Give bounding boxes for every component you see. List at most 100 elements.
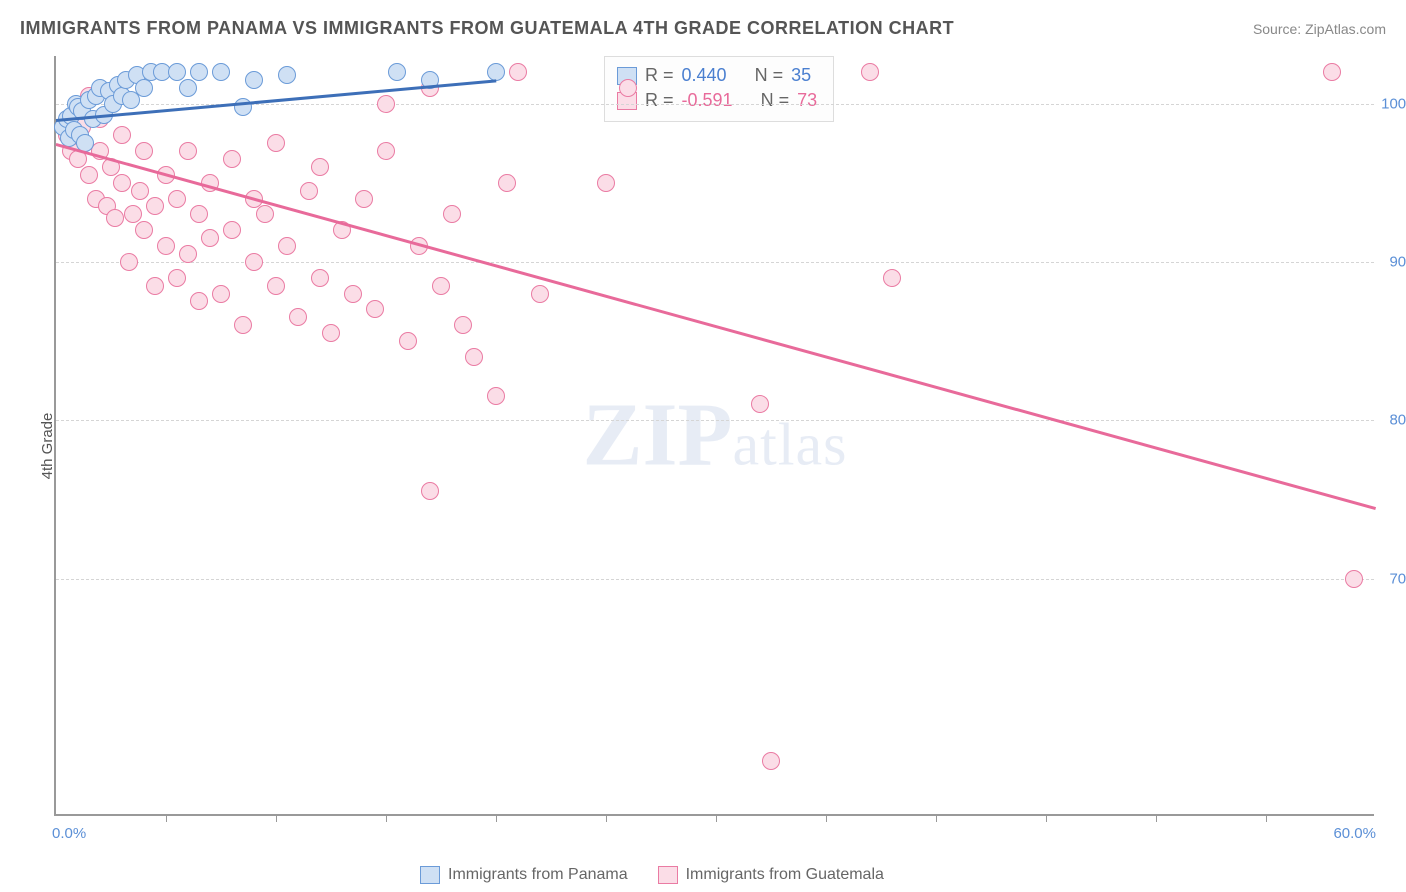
y-tick-label: 80.0% bbox=[1389, 412, 1406, 429]
chart-plot-area: ZIPatlas R = 0.440 N = 35 R = -0.591 N =… bbox=[54, 56, 1374, 816]
scatter-marker bbox=[212, 63, 230, 81]
scatter-marker bbox=[135, 142, 153, 160]
x-tick-right: 60.0% bbox=[1333, 825, 1376, 842]
x-tick bbox=[386, 814, 387, 822]
y-tick-label: 90.0% bbox=[1389, 253, 1406, 270]
x-tick bbox=[1266, 814, 1267, 822]
scatter-marker bbox=[267, 277, 285, 295]
scatter-marker bbox=[234, 98, 252, 116]
scatter-marker bbox=[120, 253, 138, 271]
scatter-marker bbox=[509, 63, 527, 81]
scatter-marker bbox=[399, 332, 417, 350]
chart-source: Source: ZipAtlas.com bbox=[1253, 21, 1386, 37]
scatter-marker bbox=[113, 126, 131, 144]
scatter-marker bbox=[443, 205, 461, 223]
scatter-marker bbox=[432, 277, 450, 295]
scatter-marker bbox=[124, 205, 142, 223]
panama-n-value: 35 bbox=[791, 65, 811, 86]
x-tick bbox=[606, 814, 607, 822]
scatter-marker bbox=[223, 221, 241, 239]
scatter-marker bbox=[278, 66, 296, 84]
scatter-marker bbox=[300, 182, 318, 200]
x-tick bbox=[1046, 814, 1047, 822]
scatter-marker bbox=[355, 190, 373, 208]
scatter-marker bbox=[168, 190, 186, 208]
correlation-legend-box: R = 0.440 N = 35 R = -0.591 N = 73 bbox=[604, 56, 834, 122]
swatch-panama-icon bbox=[420, 866, 440, 884]
scatter-marker bbox=[80, 166, 98, 184]
scatter-marker bbox=[388, 63, 406, 81]
scatter-marker bbox=[883, 269, 901, 287]
scatter-marker bbox=[278, 237, 296, 255]
trend-line bbox=[56, 143, 1377, 510]
scatter-marker bbox=[190, 205, 208, 223]
gridline-h bbox=[56, 579, 1374, 580]
scatter-marker bbox=[256, 205, 274, 223]
x-tick-left: 0.0% bbox=[52, 825, 86, 842]
scatter-marker bbox=[179, 79, 197, 97]
scatter-marker bbox=[168, 63, 186, 81]
x-tick bbox=[936, 814, 937, 822]
scatter-marker bbox=[106, 209, 124, 227]
bottom-legend: Immigrants from Panama Immigrants from G… bbox=[420, 866, 884, 884]
scatter-marker bbox=[322, 324, 340, 342]
scatter-marker bbox=[762, 752, 780, 770]
y-tick-label: 70.0% bbox=[1389, 570, 1406, 587]
scatter-marker bbox=[179, 245, 197, 263]
guatemala-n-value: 73 bbox=[797, 90, 817, 111]
scatter-marker bbox=[344, 285, 362, 303]
chart-title: IMMIGRANTS FROM PANAMA VS IMMIGRANTS FRO… bbox=[20, 18, 954, 39]
legend-row-guatemala: R = -0.591 N = 73 bbox=[617, 88, 817, 113]
scatter-marker bbox=[146, 277, 164, 295]
scatter-marker bbox=[113, 174, 131, 192]
scatter-marker bbox=[212, 285, 230, 303]
scatter-marker bbox=[377, 142, 395, 160]
x-tick bbox=[276, 814, 277, 822]
chart-header: IMMIGRANTS FROM PANAMA VS IMMIGRANTS FRO… bbox=[20, 18, 1386, 39]
y-tick-label: 100.0% bbox=[1381, 95, 1406, 112]
scatter-marker bbox=[245, 71, 263, 89]
scatter-marker bbox=[234, 316, 252, 334]
x-tick bbox=[1156, 814, 1157, 822]
scatter-marker bbox=[289, 308, 307, 326]
scatter-marker bbox=[146, 197, 164, 215]
scatter-marker bbox=[311, 269, 329, 287]
scatter-marker bbox=[1323, 63, 1341, 81]
x-tick bbox=[166, 814, 167, 822]
x-tick bbox=[716, 814, 717, 822]
x-tick bbox=[496, 814, 497, 822]
scatter-marker bbox=[1345, 570, 1363, 588]
scatter-marker bbox=[179, 142, 197, 160]
scatter-marker bbox=[135, 221, 153, 239]
plot-surface: ZIPatlas R = 0.440 N = 35 R = -0.591 N =… bbox=[54, 56, 1374, 816]
scatter-marker bbox=[751, 395, 769, 413]
swatch-guatemala-icon bbox=[658, 866, 678, 884]
scatter-marker bbox=[597, 174, 615, 192]
scatter-marker bbox=[190, 292, 208, 310]
scatter-marker bbox=[201, 229, 219, 247]
scatter-marker bbox=[168, 269, 186, 287]
scatter-marker bbox=[135, 79, 153, 97]
scatter-marker bbox=[245, 253, 263, 271]
scatter-marker bbox=[487, 387, 505, 405]
scatter-marker bbox=[223, 150, 241, 168]
scatter-marker bbox=[498, 174, 516, 192]
scatter-marker bbox=[487, 63, 505, 81]
guatemala-series-label: Immigrants from Guatemala bbox=[686, 866, 884, 884]
scatter-marker bbox=[311, 158, 329, 176]
scatter-marker bbox=[131, 182, 149, 200]
scatter-marker bbox=[421, 482, 439, 500]
x-tick bbox=[826, 814, 827, 822]
bottom-legend-panama: Immigrants from Panama bbox=[420, 866, 628, 884]
scatter-marker bbox=[366, 300, 384, 318]
legend-row-panama: R = 0.440 N = 35 bbox=[617, 63, 817, 88]
scatter-marker bbox=[267, 134, 285, 152]
scatter-marker bbox=[190, 63, 208, 81]
scatter-marker bbox=[619, 79, 637, 97]
scatter-marker bbox=[861, 63, 879, 81]
scatter-marker bbox=[454, 316, 472, 334]
scatter-marker bbox=[377, 95, 395, 113]
scatter-marker bbox=[157, 237, 175, 255]
panama-r-value: 0.440 bbox=[682, 65, 727, 86]
scatter-marker bbox=[531, 285, 549, 303]
